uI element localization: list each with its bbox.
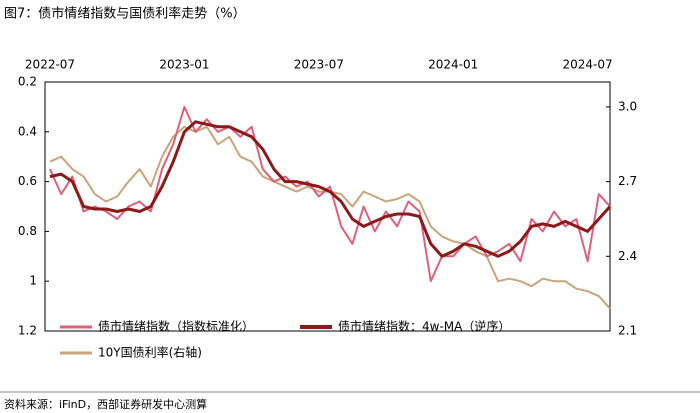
x-tick-label: 2023-07 xyxy=(294,58,344,72)
x-tick-label: 2022-07 xyxy=(25,58,75,72)
y-tick-label: 0.4 xyxy=(18,124,37,138)
legend-label: 10Y国债利率(右轴) xyxy=(98,345,202,360)
y-tick-label: 1 xyxy=(29,274,37,288)
series-line xyxy=(49,125,611,310)
y-tick-label: 0.2 xyxy=(18,75,37,89)
x-tick-label: 2024-07 xyxy=(563,58,613,72)
y2-tick-label: 2.4 xyxy=(618,249,637,263)
chart-title: 图7：债市情绪指数与国债利率走势（%） xyxy=(4,6,246,22)
y2-tick-label: 2.7 xyxy=(618,174,637,188)
y2-tick-label: 2.1 xyxy=(618,324,637,338)
y-tick-label: 1.2 xyxy=(18,324,37,338)
y-tick-label: 0.8 xyxy=(18,224,37,238)
legend-label: 债市情绪指数：4w-MA（逆序） xyxy=(338,319,510,334)
source: 资料来源：iFinD，西部证券研发中心测算 xyxy=(4,397,207,411)
series-line xyxy=(49,120,612,258)
legend-label: 债市情绪指数（指数标准化） xyxy=(98,319,254,334)
series-line xyxy=(49,105,611,283)
x-tick-label: 2024-01 xyxy=(428,58,478,72)
y-tick-label: 0.6 xyxy=(18,174,37,188)
y2-tick-label: 3.0 xyxy=(618,99,637,113)
x-tick-label: 2023-01 xyxy=(159,58,209,72)
